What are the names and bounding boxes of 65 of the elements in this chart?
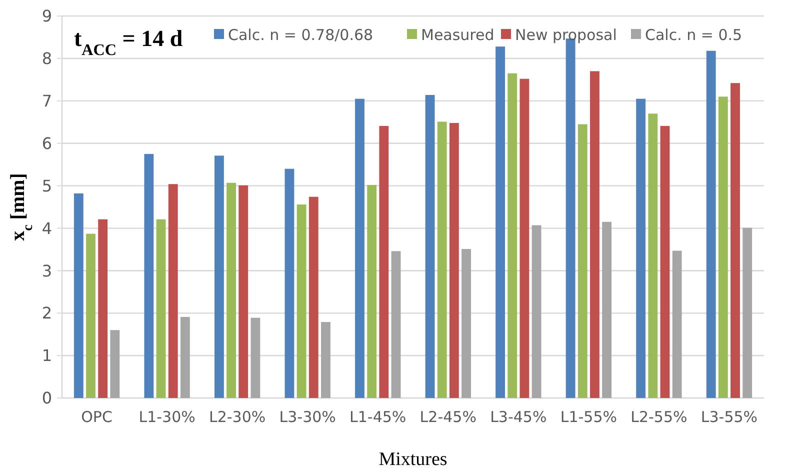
bar bbox=[214, 156, 224, 398]
y-tick-label: 2 bbox=[42, 304, 52, 323]
y-tick-label: 8 bbox=[42, 49, 52, 68]
x-tick-label: L2-45% bbox=[420, 408, 476, 426]
bar bbox=[367, 184, 377, 398]
bar bbox=[180, 316, 190, 398]
bar bbox=[98, 219, 108, 398]
bar bbox=[520, 78, 530, 398]
x-tick-label: L3-55% bbox=[700, 408, 758, 426]
bar bbox=[226, 182, 236, 398]
bar bbox=[706, 50, 716, 398]
bar bbox=[379, 126, 389, 398]
x-axis-title: Mixtures bbox=[378, 449, 448, 470]
bar bbox=[250, 318, 260, 398]
y-tick-label: 9 bbox=[42, 6, 52, 26]
bar bbox=[437, 122, 447, 398]
bar bbox=[718, 96, 728, 398]
bar bbox=[355, 98, 364, 398]
bar bbox=[730, 83, 740, 398]
y-tick-label: 6 bbox=[42, 134, 52, 153]
bar bbox=[648, 114, 658, 398]
bar bbox=[425, 94, 435, 398]
bar bbox=[144, 154, 154, 398]
legend-label: Calc. n = 0.5 bbox=[645, 26, 742, 44]
legend-label: Measured bbox=[421, 26, 494, 44]
x-tick-label: L1-55% bbox=[560, 408, 618, 426]
bar bbox=[532, 225, 542, 398]
legend-label: Calc. n = 0.78/0.68 bbox=[228, 26, 374, 44]
x-tick-label: L2-55% bbox=[630, 408, 688, 426]
x-tick-label: OPC bbox=[81, 408, 112, 426]
x-tick-label: L1-30% bbox=[138, 408, 196, 426]
bar bbox=[742, 228, 752, 398]
x-tick-label: L1-45% bbox=[350, 408, 406, 426]
bar bbox=[238, 185, 248, 398]
bar bbox=[321, 322, 330, 398]
bar bbox=[86, 234, 96, 398]
x-tick-label: L3-45% bbox=[490, 408, 547, 426]
y-tick-label: 0 bbox=[42, 388, 52, 408]
y-tick-label: 7 bbox=[42, 91, 52, 110]
x-tick-label: L3-30% bbox=[279, 408, 336, 426]
bar bbox=[168, 184, 178, 398]
bar bbox=[308, 196, 318, 398]
x-tick-label: L2-30% bbox=[208, 408, 266, 426]
bar bbox=[602, 222, 612, 398]
legend-label: New proposal bbox=[515, 26, 617, 44]
bar bbox=[110, 330, 120, 398]
y-tick-label: 4 bbox=[42, 218, 52, 238]
y-tick-label: 5 bbox=[42, 176, 52, 196]
bar bbox=[508, 73, 518, 398]
y-tick-label: 3 bbox=[42, 261, 52, 280]
bar bbox=[578, 124, 588, 398]
bar bbox=[296, 204, 306, 398]
bar bbox=[496, 46, 505, 398]
bar bbox=[284, 168, 294, 398]
bar bbox=[590, 71, 600, 398]
bar bbox=[672, 250, 682, 398]
annotation: t$_{ACC}$ = 14 d bbox=[74, 26, 183, 58]
bar bbox=[449, 122, 459, 398]
y-tick-label: 1 bbox=[42, 346, 52, 366]
bar bbox=[74, 193, 84, 398]
bar bbox=[462, 249, 471, 398]
bar bbox=[636, 98, 646, 398]
bar bbox=[391, 251, 401, 398]
bar bbox=[660, 126, 670, 398]
bar bbox=[156, 219, 166, 398]
